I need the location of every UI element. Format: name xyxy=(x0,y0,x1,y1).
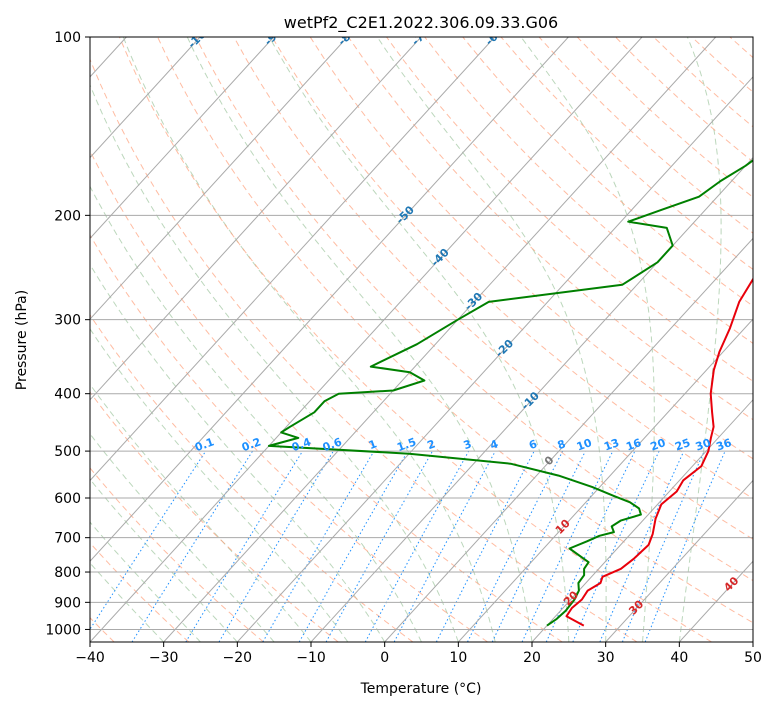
y-tick-label: 700 xyxy=(54,531,81,547)
y-tick-label: 300 xyxy=(54,313,81,329)
chart-title: wetPf2_C2E1.2022.306.09.33.G06 xyxy=(284,13,558,33)
y-axis-label: Pressure (hPa) xyxy=(14,290,30,390)
x-tick-label: 10 xyxy=(449,650,467,666)
y-tick-label: 600 xyxy=(54,491,81,507)
y-tick-label: 900 xyxy=(54,595,81,611)
y-tick-label: 1000 xyxy=(45,622,81,638)
y-tick-label: 500 xyxy=(54,444,81,460)
y-tick-label: 200 xyxy=(54,208,81,224)
y-tick-label: 100 xyxy=(54,30,81,46)
x-tick-label: −40 xyxy=(75,650,105,666)
x-tick-label: −30 xyxy=(149,650,179,666)
y-tick-label: 800 xyxy=(54,565,81,581)
x-tick-label: 40 xyxy=(670,650,688,666)
x-tick-label: 50 xyxy=(744,650,762,666)
x-axis-label: Temperature (°C) xyxy=(360,681,482,697)
x-tick-label: −10 xyxy=(296,650,326,666)
x-tick-label: 30 xyxy=(597,650,615,666)
x-tick-label: 0 xyxy=(380,650,389,666)
x-tick-label: −20 xyxy=(223,650,253,666)
y-tick-label: 400 xyxy=(54,387,81,403)
x-tick-label: 20 xyxy=(523,650,541,666)
